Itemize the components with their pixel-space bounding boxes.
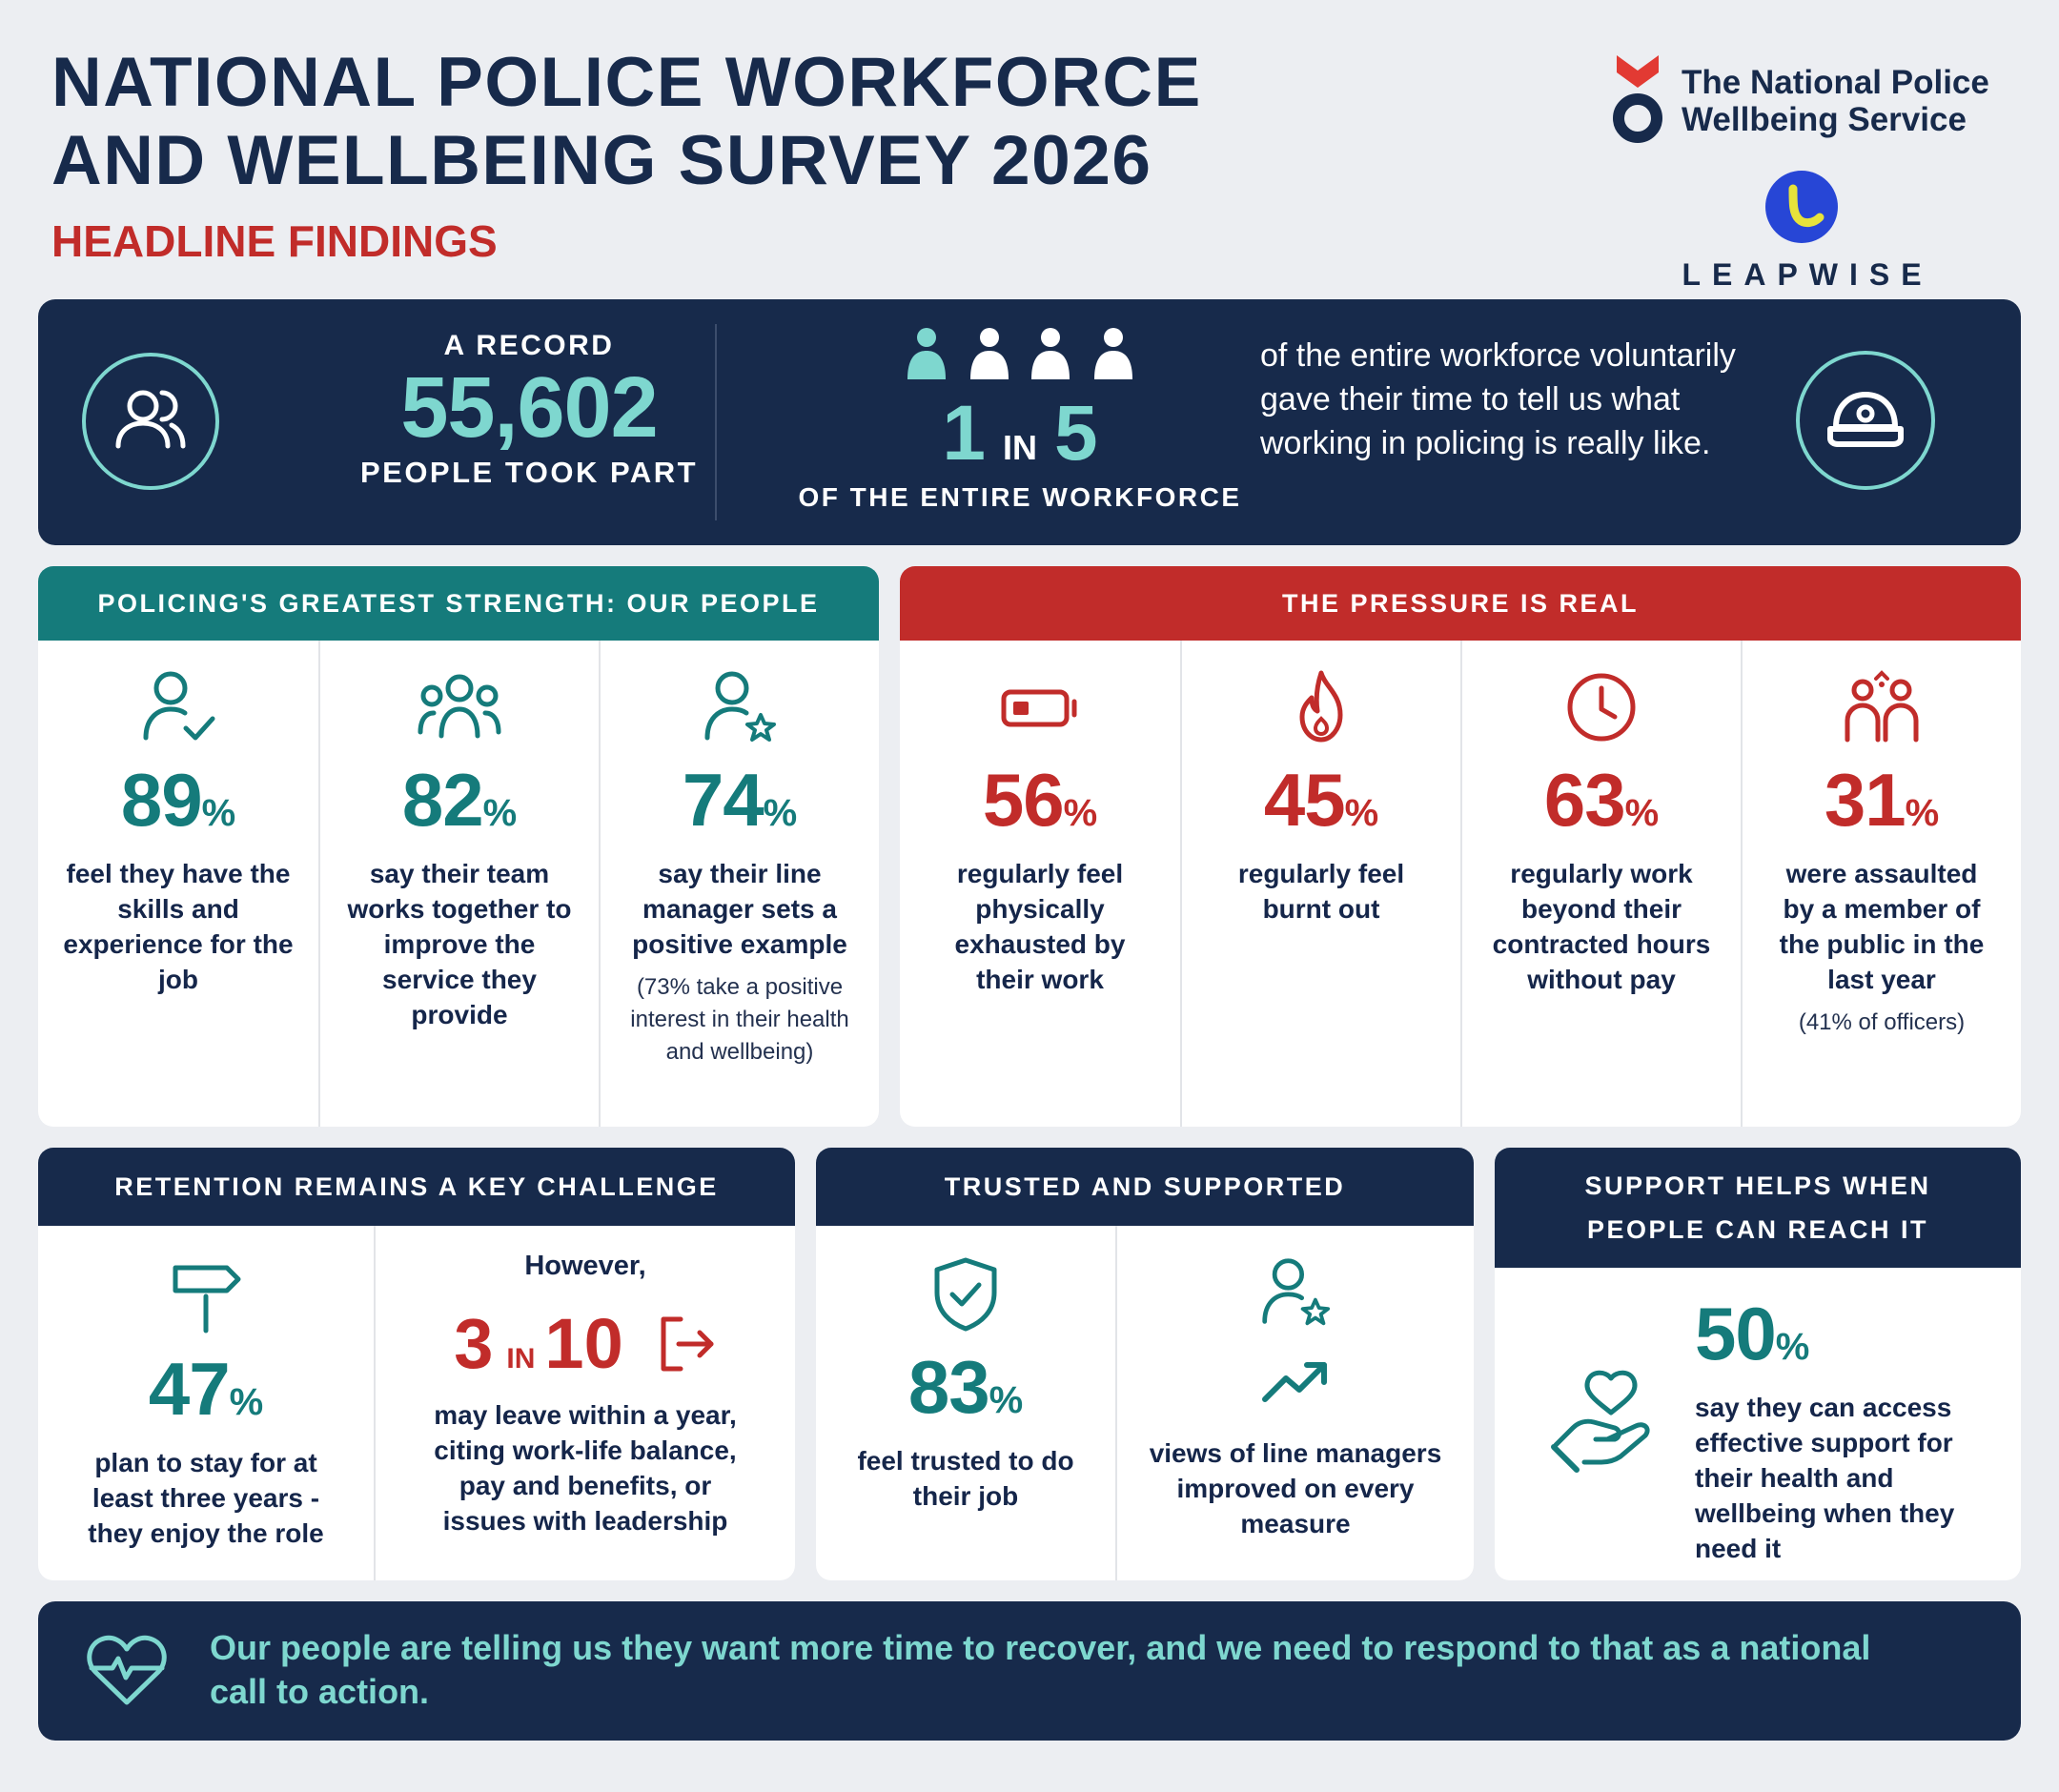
title-line-2: AND WELLBEING SURVEY 2026 xyxy=(51,122,1152,199)
support-card: SUPPORT HELPS WHEN PEOPLE CAN REACH IT 5… xyxy=(1495,1148,2021,1580)
pressure-note: (41% of officers) xyxy=(1798,1009,1966,1035)
call-to-action-text: Our people are telling us they want more… xyxy=(210,1628,1871,1711)
pressure-item: 45% regularly feel burnt out xyxy=(1180,641,1460,1127)
leave-in: IN xyxy=(506,1343,536,1375)
exit-icon xyxy=(661,1316,714,1371)
pressure-item: 31% were assaulted by a member of the pu… xyxy=(1741,641,2021,1127)
leapwise-logo: LEAPWISE xyxy=(1678,170,1926,293)
strength-item: 82% say their team works together to imp… xyxy=(318,641,599,1127)
retention-heading: RETENTION REMAINS A KEY CHALLENGE xyxy=(38,1148,795,1226)
pressure-text: regularly feel burnt out xyxy=(1237,859,1405,924)
leapwise-logo-text: LEAPWISE xyxy=(1682,257,1933,292)
banner-divider xyxy=(715,324,717,520)
shield-check-icon xyxy=(934,1257,997,1332)
strength-stat: 82% xyxy=(401,758,518,842)
leave-ratio: 3 IN 10 xyxy=(454,1303,622,1384)
heart-pulse-icon xyxy=(87,1635,167,1705)
workforce-people-icon xyxy=(907,328,1132,379)
pressure-stat: 31% xyxy=(1824,758,1940,842)
clock-icon xyxy=(1567,673,1636,742)
stats-banner: A RECORD 55,602 PEOPLE TOOK PART 1 IN 5 … xyxy=(38,299,2021,545)
npws-logo-line-1: The National Police xyxy=(1682,64,1989,101)
trusted-card: TRUSTED AND SUPPORTED 83% feel trusted t… xyxy=(816,1148,1474,1580)
trusted-stat: 83% xyxy=(907,1345,1024,1429)
record-label: A RECORD xyxy=(443,330,615,361)
leave-text: may leave within a year, citing work-lif… xyxy=(434,1400,737,1536)
leapwise-logo-icon xyxy=(1765,171,1838,243)
leave-num: 3 xyxy=(454,1304,494,1383)
police-helmet-icon xyxy=(1796,351,1935,490)
title-line-1: NATIONAL POLICE WORKFORCE xyxy=(51,44,1202,121)
call-to-action-banner: Our people are telling us they want more… xyxy=(38,1601,2021,1741)
people-icon xyxy=(82,353,219,490)
trend-up-icon xyxy=(1262,1362,1327,1402)
retention-leave: However, 3 IN 10 may leave within a year… xyxy=(374,1226,795,1580)
strength-stat: 74% xyxy=(682,758,798,842)
pressure-stat: 45% xyxy=(1263,758,1379,842)
pressure-item: 56% regularly feel physically exhausted … xyxy=(900,641,1180,1127)
pressure-text: were assaulted by a member of the public… xyxy=(1779,859,1985,994)
support-heading: SUPPORT HELPS WHEN PEOPLE CAN REACH IT xyxy=(1495,1148,2021,1268)
pressure-stat: 56% xyxy=(982,758,1098,842)
signpost-icon xyxy=(173,1265,241,1334)
page-subtitle: HEADLINE FINDINGS xyxy=(51,216,498,266)
person-check-icon xyxy=(143,671,215,741)
pressure-item: 63% regularly work beyond their contract… xyxy=(1460,641,1741,1127)
strength-stat: 89% xyxy=(120,758,236,842)
strength-text: feel they have the skills and experience… xyxy=(63,859,294,994)
ratio-num: 1 xyxy=(942,390,986,477)
managers-item: views of line managers improved on every… xyxy=(1115,1226,1474,1580)
pressure-heading: THE PRESSURE IS REAL xyxy=(900,566,2021,641)
banner-text: of the entire workforce voluntarily gave… xyxy=(1260,337,1736,461)
pressure-stat: 63% xyxy=(1543,758,1660,842)
battery-low-icon xyxy=(1001,689,1077,727)
trusted-item: 83% feel trusted to do their job xyxy=(816,1226,1115,1580)
ratio-in: IN xyxy=(1003,428,1037,467)
npws-logo-icon xyxy=(1613,55,1662,143)
person-star-icon xyxy=(1262,1258,1331,1326)
hand-heart-icon xyxy=(1551,1370,1650,1473)
trusted-heading: TRUSTED AND SUPPORTED xyxy=(816,1148,1474,1226)
team-icon xyxy=(418,674,501,739)
pressure-text: regularly work beyond their contracted h… xyxy=(1492,859,1711,994)
people-assault-icon xyxy=(1845,670,1919,743)
trusted-text: feel trusted to do their job xyxy=(857,1446,1074,1511)
strength-text: say their line manager sets a positive e… xyxy=(632,859,847,959)
pressure-card: THE PRESSURE IS REAL 56% regularly feel … xyxy=(900,566,2021,1127)
ratio-caption: OF THE ENTIRE WORKFORCE xyxy=(798,482,1242,512)
strength-item: 74% say their line manager sets a positi… xyxy=(599,641,879,1127)
retention-stay: 47% plan to stay for at least three year… xyxy=(38,1226,374,1580)
npws-logo-line-2: Wellbeing Service xyxy=(1682,101,1967,138)
page-title: NATIONAL POLICE WORKFORCE AND WELLBEING … xyxy=(51,44,1202,200)
stay-text: plan to stay for at least three years - … xyxy=(88,1448,324,1548)
strength-item: 89% feel they have the skills and experi… xyxy=(38,641,318,1127)
pressure-text: regularly feel physically exhausted by t… xyxy=(954,859,1126,994)
support-text: say they can access effective support fo… xyxy=(1695,1393,1955,1563)
record-number: 55,602 xyxy=(400,360,658,456)
however-label: However, xyxy=(524,1251,646,1281)
strength-heading: POLICING'S GREATEST STRENGTH: OUR PEOPLE xyxy=(38,566,879,641)
retention-card: RETENTION REMAINS A KEY CHALLENGE 47% pl… xyxy=(38,1148,795,1580)
support-stat: 50% xyxy=(1695,1292,1810,1375)
npws-logo: The National Police Wellbeing Service xyxy=(1611,53,1989,149)
record-caption: PEOPLE TOOK PART xyxy=(359,456,699,489)
ratio-den: 5 xyxy=(1054,390,1098,477)
person-star-icon xyxy=(704,671,776,742)
managers-text: views of line managers improved on every… xyxy=(1149,1438,1442,1538)
strength-text: say their team works together to improve… xyxy=(347,859,572,1029)
ratio-figure: 1 IN 5 xyxy=(942,389,1097,479)
strength-note: (73% take a positive interest in their h… xyxy=(630,974,849,1065)
leave-den: 10 xyxy=(544,1304,623,1383)
flame-icon xyxy=(1299,670,1343,743)
strength-card: POLICING'S GREATEST STRENGTH: OUR PEOPLE… xyxy=(38,566,879,1127)
stay-stat: 47% xyxy=(148,1347,264,1431)
